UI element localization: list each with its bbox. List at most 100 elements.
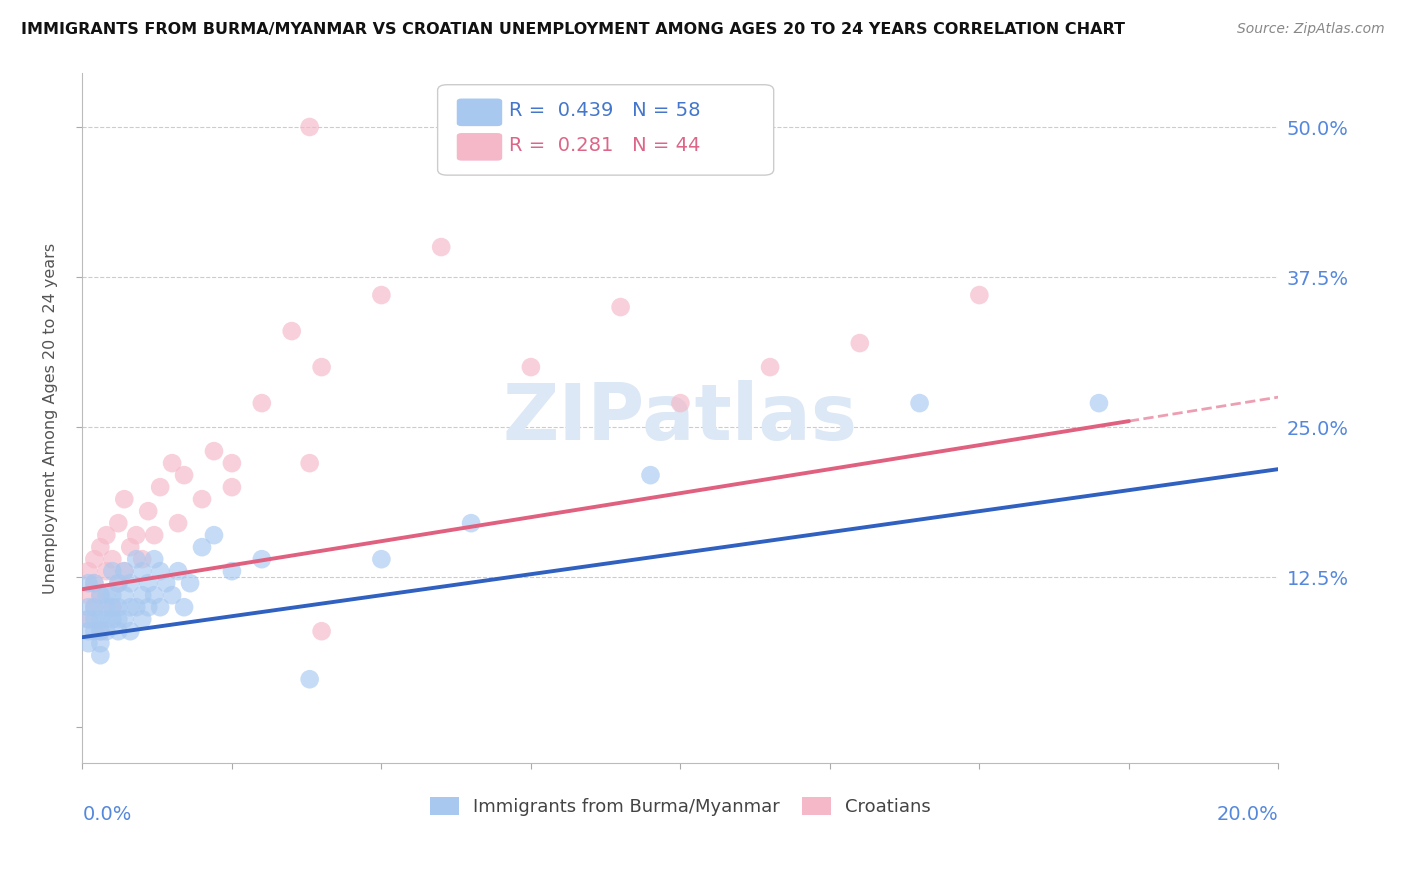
Point <box>136 600 159 615</box>
Text: ZIPatlas: ZIPatlas <box>503 380 858 456</box>
FancyBboxPatch shape <box>457 98 502 126</box>
Point <box>221 456 243 470</box>
Point <box>89 588 111 602</box>
Point <box>191 540 214 554</box>
Point <box>101 600 124 615</box>
FancyBboxPatch shape <box>457 133 502 161</box>
Point <box>77 612 100 626</box>
Point <box>280 324 302 338</box>
Point <box>77 624 100 639</box>
Point <box>101 552 124 566</box>
Point <box>167 564 190 578</box>
Point <box>849 336 872 351</box>
Point <box>609 300 631 314</box>
Point <box>173 600 195 615</box>
Point <box>96 564 118 578</box>
Point <box>89 612 111 626</box>
Point <box>149 480 172 494</box>
Point <box>77 588 100 602</box>
Point <box>107 576 129 591</box>
Point <box>221 480 243 494</box>
Point <box>112 612 135 626</box>
Point <box>83 624 105 639</box>
Point <box>77 636 100 650</box>
Point <box>520 360 543 375</box>
Point <box>167 516 190 531</box>
Point <box>136 576 159 591</box>
Point <box>149 600 172 615</box>
Point <box>143 588 166 602</box>
Point <box>83 576 105 591</box>
Point <box>202 444 225 458</box>
Point <box>125 552 148 566</box>
Point <box>155 576 177 591</box>
Point <box>77 612 100 626</box>
Point <box>640 468 662 483</box>
Point <box>311 624 333 639</box>
Point <box>107 516 129 531</box>
Point <box>131 588 153 602</box>
Point <box>125 600 148 615</box>
Point <box>96 588 118 602</box>
Point <box>370 288 392 302</box>
Point <box>112 564 135 578</box>
Point <box>77 600 100 615</box>
Point <box>125 528 148 542</box>
Point <box>908 396 931 410</box>
Point <box>250 396 273 410</box>
Point <box>131 564 153 578</box>
Point <box>96 600 118 615</box>
Point <box>112 564 135 578</box>
Text: IMMIGRANTS FROM BURMA/MYANMAR VS CROATIAN UNEMPLOYMENT AMONG AGES 20 TO 24 YEARS: IMMIGRANTS FROM BURMA/MYANMAR VS CROATIA… <box>21 22 1125 37</box>
Point <box>120 600 142 615</box>
Point <box>298 120 321 134</box>
Point <box>1088 396 1111 410</box>
Point <box>107 612 129 626</box>
Point <box>250 552 273 566</box>
Point <box>89 624 111 639</box>
Point <box>173 468 195 483</box>
Point <box>131 552 153 566</box>
Point <box>77 576 100 591</box>
Point <box>221 564 243 578</box>
Text: 0.0%: 0.0% <box>83 805 132 823</box>
Point <box>89 636 111 650</box>
Point <box>101 600 124 615</box>
Point <box>107 576 129 591</box>
Point <box>107 624 129 639</box>
Point <box>120 540 142 554</box>
Point <box>112 588 135 602</box>
Point <box>969 288 991 302</box>
Point <box>202 528 225 542</box>
Text: Source: ZipAtlas.com: Source: ZipAtlas.com <box>1237 22 1385 37</box>
Text: R =  0.281   N = 44: R = 0.281 N = 44 <box>509 136 700 155</box>
Point <box>120 624 142 639</box>
Point <box>83 552 105 566</box>
Text: 20.0%: 20.0% <box>1216 805 1278 823</box>
Point <box>131 612 153 626</box>
Point <box>89 648 111 663</box>
Y-axis label: Unemployment Among Ages 20 to 24 years: Unemployment Among Ages 20 to 24 years <box>44 243 58 594</box>
Point <box>143 552 166 566</box>
Point <box>430 240 453 254</box>
Point <box>77 564 100 578</box>
Point <box>460 516 482 531</box>
Point <box>83 612 105 626</box>
Point <box>149 564 172 578</box>
Point <box>101 564 124 578</box>
Point <box>311 360 333 375</box>
Point <box>136 504 159 518</box>
Point <box>759 360 782 375</box>
Point <box>83 576 105 591</box>
Point <box>83 600 105 615</box>
FancyBboxPatch shape <box>437 85 773 175</box>
Point <box>89 540 111 554</box>
Text: R =  0.439   N = 58: R = 0.439 N = 58 <box>509 102 700 120</box>
Point <box>112 492 135 507</box>
Point <box>89 588 111 602</box>
Point <box>298 672 321 686</box>
Point <box>101 612 124 626</box>
Point <box>370 552 392 566</box>
Point <box>96 528 118 542</box>
Point <box>120 576 142 591</box>
